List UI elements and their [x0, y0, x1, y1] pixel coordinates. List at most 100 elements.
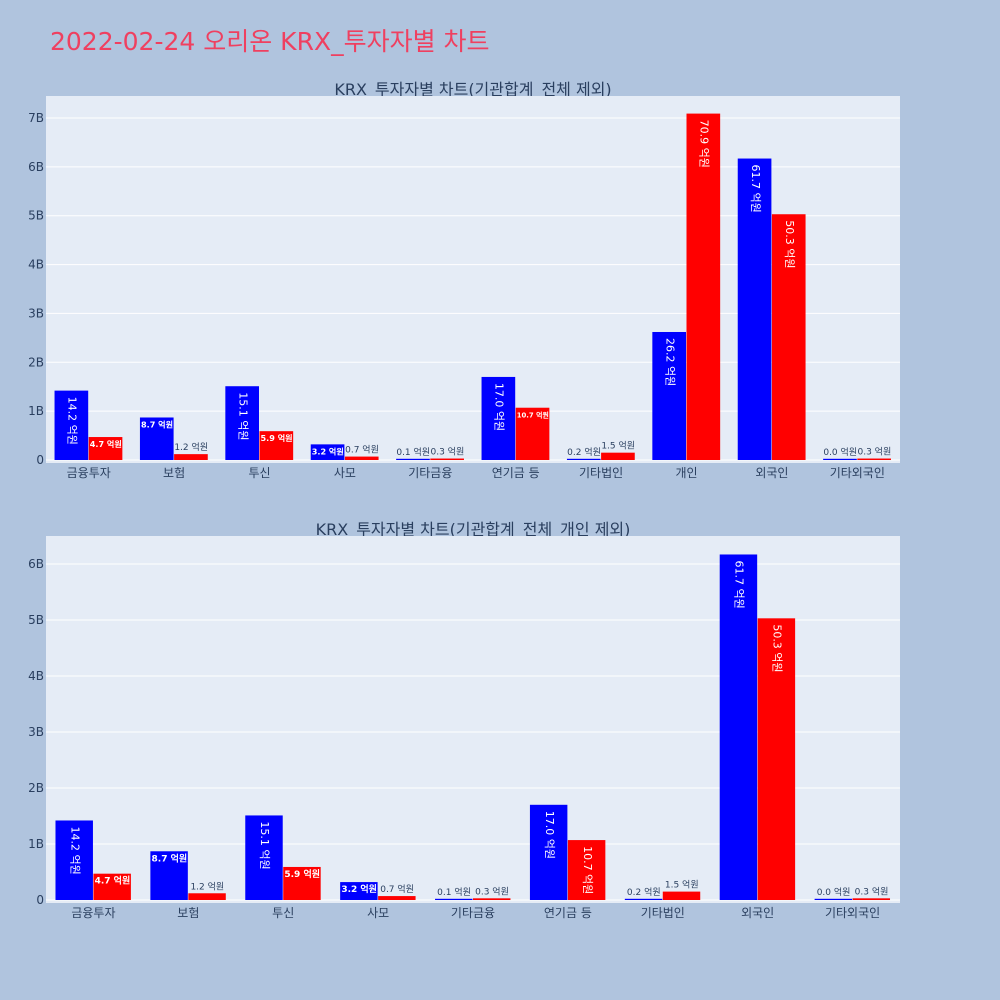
y-tick-label: 3B [28, 306, 44, 320]
chart-bottom-title: KRX_투자자별 차트(기관합계_전체_개인 제외) [316, 520, 631, 540]
bar-value-label: 0.2 억원 [627, 886, 661, 898]
chart-bottom-bars [55, 554, 891, 900]
chart-top-bars [54, 113, 891, 460]
bar-value-label: 1.2 억원 [190, 880, 224, 892]
bar [259, 431, 294, 460]
bar [624, 898, 663, 900]
x-tick-label: 금융투자 [67, 466, 111, 480]
bar-value-label: 0.0 억원 [823, 446, 857, 458]
y-tick-label: 2B [28, 781, 44, 795]
bar [378, 896, 416, 900]
x-tick-label: 기타외국인 [825, 906, 880, 920]
bar-value-label: 4.7 억원 [95, 875, 131, 887]
chart-top-y-axis: 0 1B 2B 3B 4B 5B 6B 7B [28, 111, 44, 467]
chart-top-data-labels: 14.2 억원 4.7 억원 8.7 억원 1.2 억원 15.1 억원 5.9 억원 3.… [66, 120, 892, 458]
bar [662, 891, 701, 900]
bar-value-label: 4.7 억원 [90, 439, 122, 449]
bar-value-label: 10.7 억원 [581, 846, 594, 894]
x-tick-label: 연기금 등 [544, 906, 592, 920]
bar-value-label: 15.1 억원 [236, 392, 249, 440]
y-tick-label: 3B [28, 725, 44, 739]
bar-value-label: 14.2 억원 [66, 397, 79, 445]
bar-value-label: 0.3 억원 [475, 885, 509, 897]
x-tick-label: 기타법인 [641, 906, 685, 920]
y-tick-label: 5B [28, 209, 44, 223]
x-tick-label: 기타금융 [408, 466, 452, 480]
bar [737, 158, 772, 460]
y-tick-label: 6B [28, 160, 44, 174]
bar [771, 214, 806, 460]
page-title: 2022-02-24 오리온 KRX_투자자별 차트 [50, 27, 490, 56]
bar-value-label: 0.7 억원 [380, 883, 414, 895]
bar [139, 417, 174, 460]
bar [340, 882, 378, 900]
bar-value-label: 50.3 억원 [783, 220, 796, 268]
x-tick-label: 외국인 [755, 466, 788, 480]
bar [54, 390, 89, 460]
y-tick-label: 4B [28, 258, 44, 272]
x-tick-label: 연기금 등 [492, 466, 540, 480]
x-tick-label: 외국인 [741, 906, 774, 920]
bar [719, 554, 758, 900]
bar [88, 437, 123, 460]
bar [652, 331, 686, 460]
bar [283, 866, 321, 900]
bar [857, 458, 891, 460]
bar-value-label: 17.0 억원 [543, 811, 556, 859]
bar-value-label: 0.2 억원 [567, 446, 601, 458]
bar-value-label: 1.5 억원 [601, 440, 635, 452]
bar [601, 452, 635, 460]
bar-value-label: 8.7 억원 [152, 852, 188, 864]
bar [93, 873, 131, 900]
bar-value-label: 10.7 억원 [517, 411, 549, 420]
bar-value-label: 70.9 억원 [698, 120, 711, 168]
y-tick-label: 1B [28, 837, 44, 851]
bar-value-label: 5.9 억원 [261, 433, 293, 443]
y-tick-label: 2B [28, 355, 44, 369]
bar-value-label: 5.9 억원 [284, 868, 320, 880]
x-tick-label: 기타금융 [451, 906, 495, 920]
y-tick-label: 0 [36, 893, 44, 907]
y-tick-label: 5B [28, 613, 44, 627]
bar-value-label: 0.3 억원 [855, 885, 889, 897]
bar-value-label: 0.0 억원 [817, 886, 851, 898]
bar [515, 407, 550, 460]
bar [245, 815, 283, 900]
bar-value-label: 1.5 억원 [665, 879, 699, 891]
bar [435, 898, 473, 900]
x-tick-label: 기타법인 [579, 466, 623, 480]
bar-value-label: 0.1 억원 [396, 446, 430, 458]
y-tick-label: 4B [28, 669, 44, 683]
bar-value-label: 0.3 억원 [858, 446, 892, 458]
chart-bottom-x-axis: 금융투자 보험 투신 사모 기타금융 연기금 등 기타법인 외국인 기타외국인 [71, 906, 880, 920]
y-tick-label: 0 [36, 453, 44, 467]
chart-top: KRX_투자자별 차트(기관합계_전체 제외) 01B2B3B4B5B6B7B … [28, 80, 900, 480]
bar [852, 898, 891, 900]
chart-bottom-y-axis: 0 1B 2B 3B 4B 5B 6B [28, 557, 44, 907]
bar-value-label: 0.7 억원 [345, 444, 379, 456]
bar [814, 898, 853, 900]
bar-value-label: 0.3 억원 [431, 446, 465, 458]
x-tick-label: 투신 [248, 466, 270, 480]
bar [529, 804, 568, 900]
x-tick-label: 보험 [177, 906, 199, 920]
bar [150, 851, 188, 900]
bar [481, 376, 516, 460]
bar-value-label: 61.7 억원 [749, 165, 762, 213]
bar [310, 444, 345, 460]
bar [225, 386, 259, 460]
bar [174, 454, 208, 460]
bar-value-label: 61.7 억원 [733, 560, 746, 608]
bar-value-label: 3.2 억원 [341, 883, 377, 895]
chart-bottom: KRX_투자자별 차트(기관합계_전체_개인 제외) 0 1B 2B 3B 4B 5B 6B… [28, 520, 900, 920]
x-tick-label: 보험 [163, 466, 185, 480]
bar-value-label: 15.1 억원 [258, 821, 271, 869]
bar [344, 456, 379, 460]
bar-value-label: 50.3 억원 [771, 624, 784, 672]
bar-value-label: 14.2 억원 [68, 826, 81, 874]
x-tick-label: 개인 [675, 466, 697, 480]
chart-bottom-data-labels: 14.2 억원 4.7 억원 8.7 억원 1.2 억원 15.1 억원 5.9 억원 3.… [68, 560, 888, 897]
bar-value-label: 8.7 억원 [141, 419, 173, 429]
bar [473, 898, 511, 900]
